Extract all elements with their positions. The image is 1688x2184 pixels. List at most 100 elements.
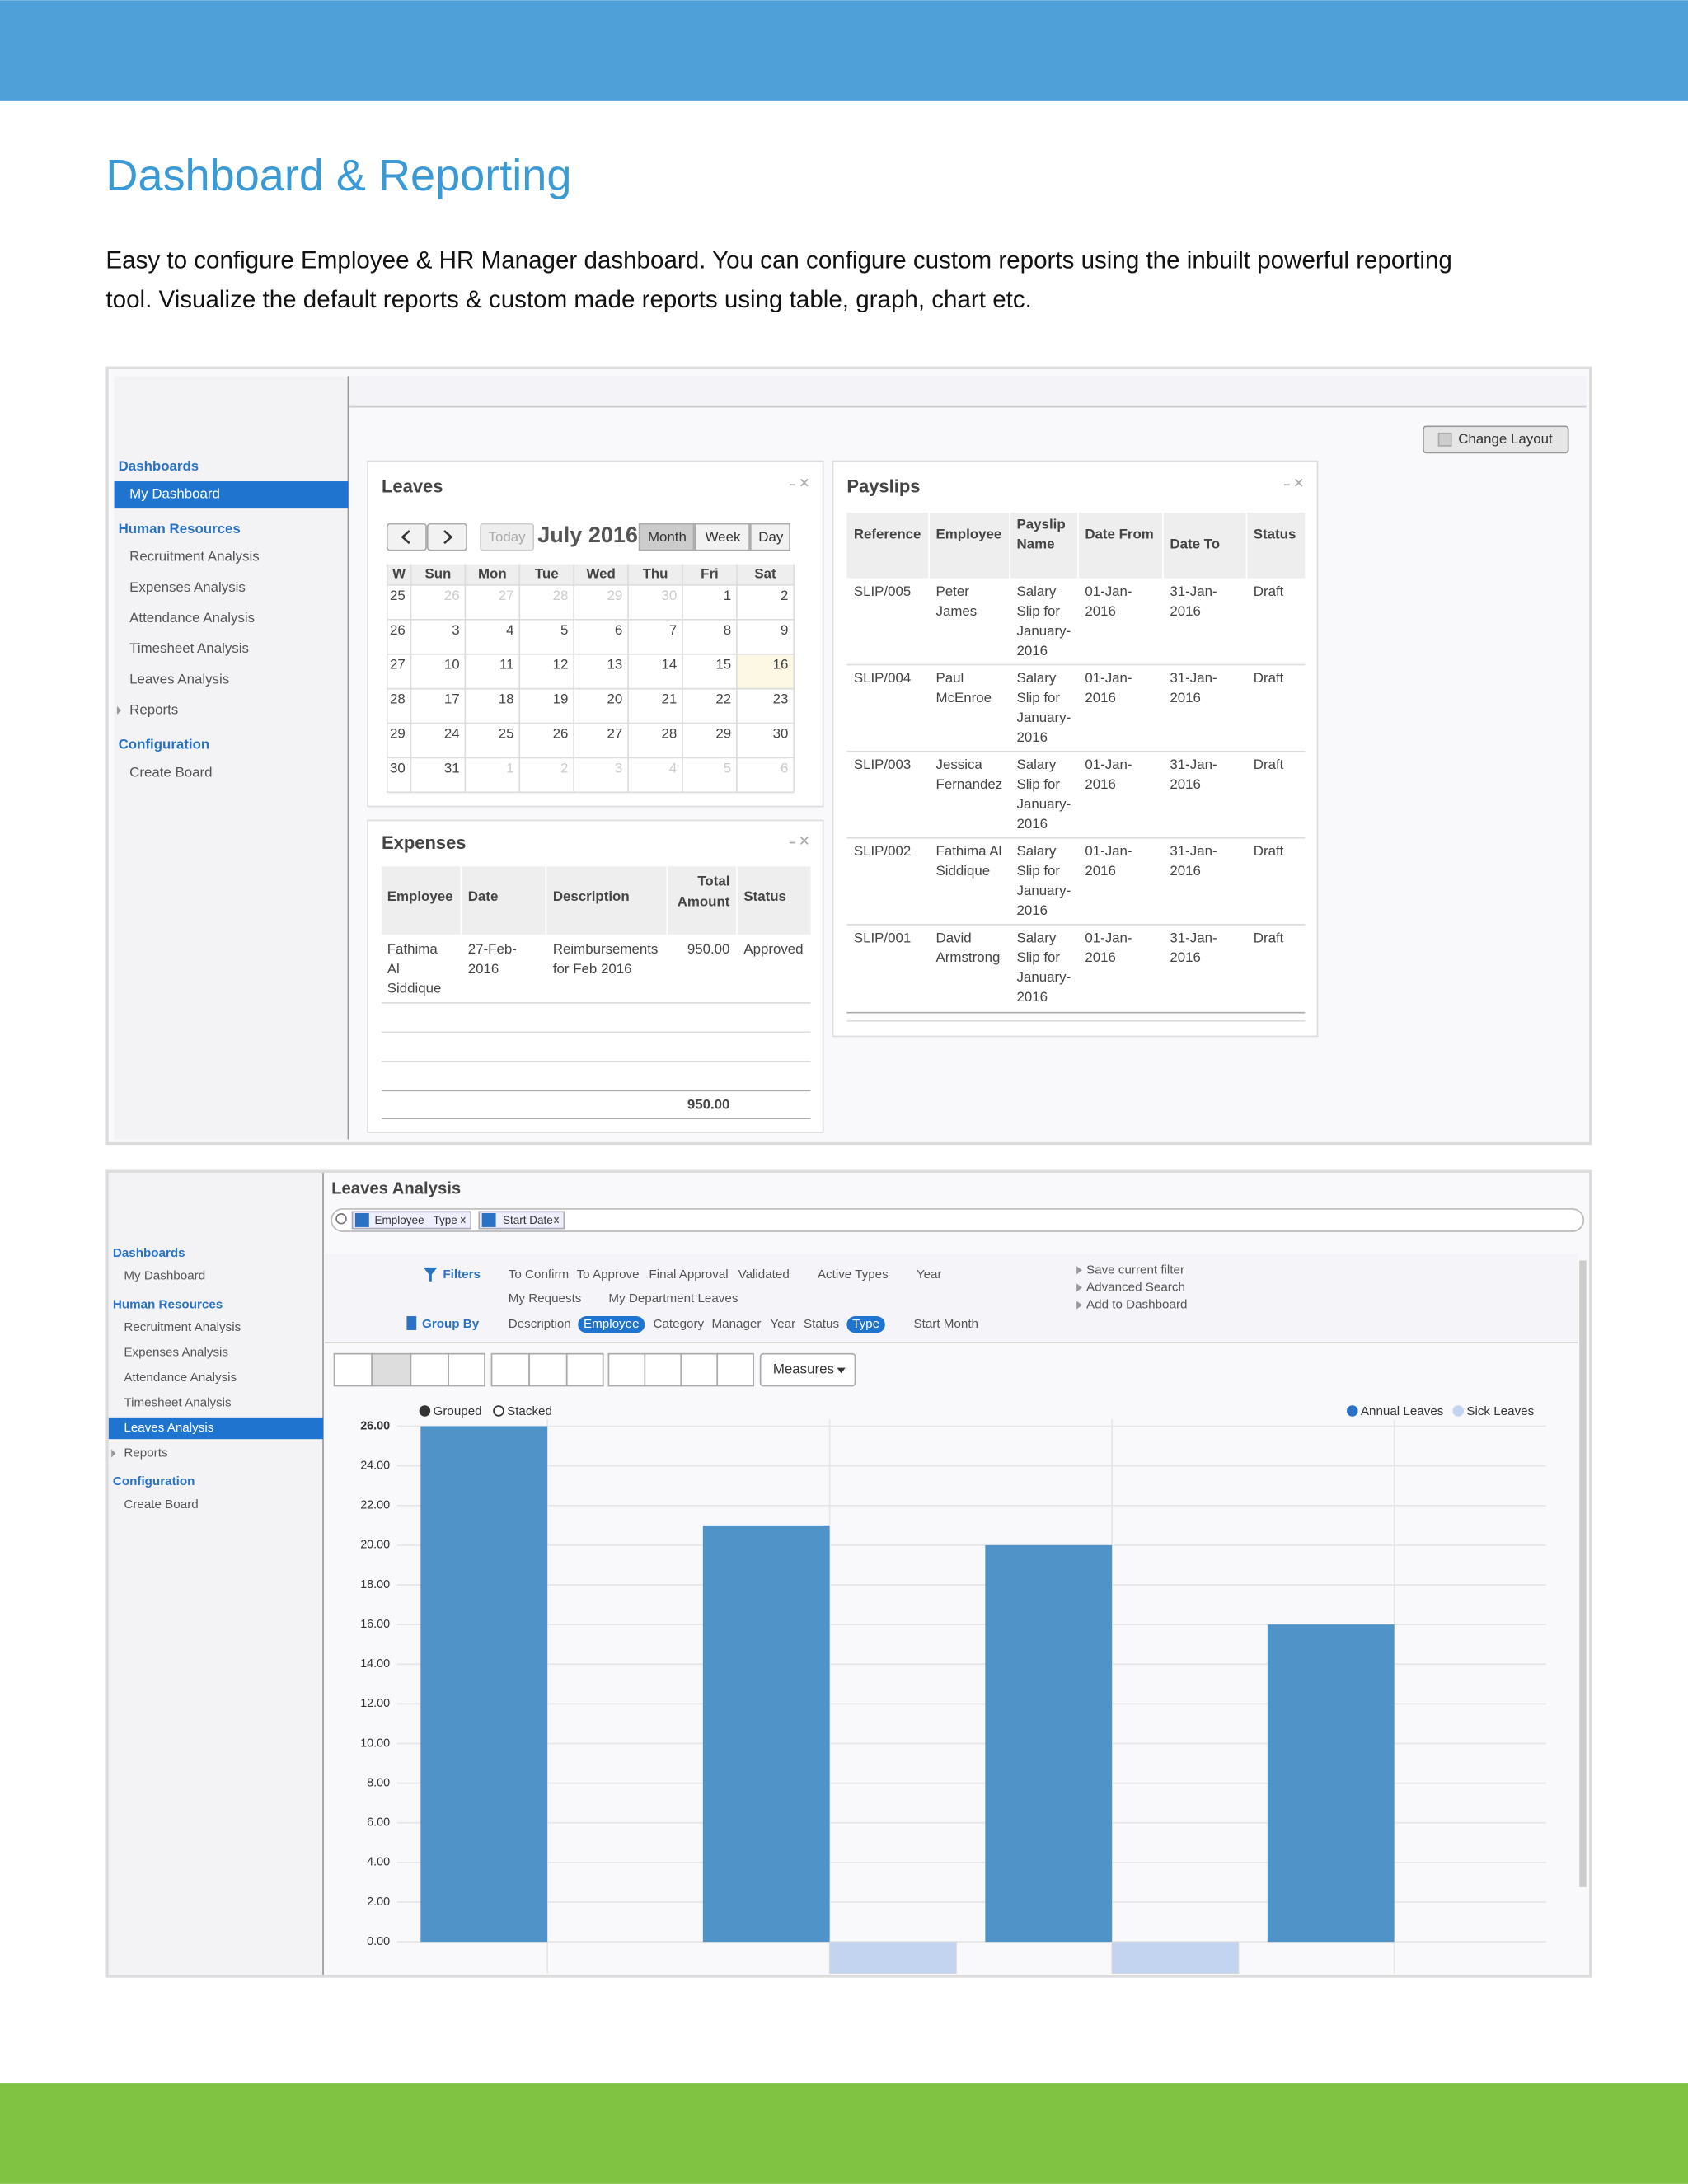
calendar-day: 16 — [773, 657, 789, 673]
bar — [1111, 1941, 1240, 1975]
weekday: Sat — [754, 566, 776, 582]
mode-radio[interactable] — [493, 1405, 504, 1417]
panel-title: Payslips — [846, 476, 920, 496]
groupby-option[interactable]: Year — [770, 1317, 795, 1331]
column-header: Payslip — [1017, 517, 1066, 532]
table-cell: Slip for — [1017, 776, 1061, 792]
table-cell: David — [936, 930, 972, 945]
table-cell: January- — [1017, 710, 1071, 725]
mode-label: Grouped — [434, 1404, 482, 1418]
filter-option[interactable]: To Approve — [577, 1268, 640, 1282]
y-tick-label: 24.00 — [360, 1459, 390, 1472]
search-box[interactable] — [331, 1208, 1585, 1232]
table-cell: 27-Feb- — [468, 941, 517, 957]
sidebar-item[interactable]: Expenses Analysis — [124, 1346, 228, 1360]
groupby-option[interactable]: Status — [804, 1317, 839, 1331]
sidebar-item[interactable]: Expenses Analysis — [129, 579, 246, 595]
filter-option[interactable]: To Confirm — [509, 1268, 569, 1282]
calendar-day: 2 — [781, 588, 788, 603]
facet-remove[interactable] — [460, 1216, 560, 1224]
sidebar-item[interactable]: Recruitment Analysis — [129, 549, 260, 565]
calendar-day: 7 — [669, 622, 677, 638]
sidebar-item[interactable]: Reports — [124, 1446, 168, 1460]
weekday: Thu — [643, 566, 668, 582]
calendar-day: 6 — [615, 622, 622, 638]
filter-option[interactable]: My Requests — [509, 1291, 582, 1305]
search-option[interactable]: Advanced Search — [1086, 1280, 1185, 1294]
y-tick-label: 12.00 — [360, 1697, 390, 1710]
filter-option[interactable]: Final Approval — [649, 1268, 728, 1282]
groupby-option[interactable]: Description — [509, 1317, 571, 1331]
table-cell: 2016 — [1085, 690, 1116, 705]
view-button[interactable] — [638, 523, 695, 551]
calendar-day: 13 — [607, 657, 623, 673]
sidebar-item[interactable]: Create Board — [129, 765, 212, 780]
view-button[interactable] — [749, 523, 790, 551]
prev-button[interactable] — [386, 523, 427, 551]
change-layout-button[interactable] — [1423, 425, 1569, 454]
table-cell: SLIP/005 — [854, 583, 911, 599]
table-cell: 31-Jan- — [1170, 670, 1217, 686]
y-tick-label: 8.00 — [367, 1776, 390, 1789]
search-option[interactable]: Save current filter — [1086, 1263, 1184, 1277]
legend-label[interactable]: Annual Leaves — [1361, 1404, 1444, 1418]
view-button[interactable] — [694, 523, 750, 551]
sidebar-item[interactable]: Leaves Analysis — [124, 1421, 213, 1435]
calendar-day: 21 — [661, 691, 677, 707]
filter-option[interactable]: Validated — [738, 1268, 790, 1282]
search-icon — [335, 1213, 347, 1225]
calendar-day: 17 — [444, 691, 460, 707]
table-cell: Slip for — [1017, 863, 1061, 879]
option-arrow — [1076, 1283, 1082, 1292]
y-tick-label: 20.00 — [360, 1539, 390, 1552]
filter-option[interactable]: My Department Leaves — [608, 1291, 738, 1305]
sidebar-active — [108, 1417, 324, 1440]
y-tick-label: 26.00 — [360, 1419, 390, 1432]
table-cell: 2016 — [1017, 989, 1048, 1005]
sidebar-item[interactable]: Timesheet Analysis — [129, 640, 249, 656]
expand-arrow — [116, 705, 122, 715]
sidebar-item[interactable]: Attendance Analysis — [129, 610, 255, 626]
leaves-panel — [367, 460, 824, 808]
calendar-day: 27 — [607, 726, 623, 742]
groupby-option[interactable]: Employee — [584, 1317, 640, 1331]
groupby-option[interactable]: Start Month — [913, 1317, 978, 1331]
sidebar-item[interactable]: Reports — [129, 701, 178, 717]
calendar-day: 27 — [390, 657, 406, 673]
table-cell: SLIP/003 — [854, 757, 911, 772]
today-button[interactable] — [480, 523, 535, 551]
option-arrow — [1076, 1266, 1082, 1275]
sidebar-item[interactable]: Recruitment Analysis — [124, 1320, 241, 1334]
facet-label: Type — [434, 1214, 457, 1226]
sidebar-item[interactable]: Timesheet Analysis — [124, 1396, 232, 1410]
sidebar-item[interactable]: My Dashboard — [124, 1269, 205, 1283]
facet-chip[interactable] — [351, 1211, 471, 1230]
toolbar[interactable] — [333, 1352, 856, 1387]
table-cell: 2016 — [1170, 603, 1201, 619]
bottom-band — [0, 2083, 1688, 2184]
filter-option[interactable]: Active Types — [818, 1268, 889, 1282]
mode-radio[interactable] — [419, 1405, 431, 1417]
groupby-option[interactable]: Manager — [711, 1317, 761, 1331]
table-cell: Fathima Al — [936, 843, 1002, 859]
legend-swatch — [1347, 1405, 1358, 1417]
search-option[interactable]: Add to Dashboard — [1086, 1298, 1187, 1312]
y-tick-label: 14.00 — [360, 1657, 390, 1671]
table-cell: January- — [1017, 969, 1071, 985]
panel-controls[interactable] — [790, 478, 1303, 845]
sidebar-item[interactable]: Leaves Analysis — [129, 671, 229, 687]
facet-chip[interactable] — [478, 1211, 565, 1230]
groupby-label: Group By — [422, 1317, 480, 1331]
sidebar-item[interactable]: Create Board — [124, 1497, 198, 1511]
groupby-option[interactable]: Type — [852, 1317, 879, 1331]
sidebar-item[interactable]: Attendance Analysis — [124, 1371, 237, 1385]
weekday: Mon — [478, 566, 507, 582]
next-button[interactable] — [426, 523, 467, 551]
legend-label[interactable]: Sick Leaves — [1466, 1404, 1534, 1418]
y-tick-label: 22.00 — [360, 1499, 390, 1512]
sidebar-item[interactable]: My Dashboard — [129, 486, 220, 502]
filter-option[interactable]: Year — [917, 1268, 942, 1282]
calendar-day: 4 — [669, 760, 677, 776]
groupby-option[interactable]: Category — [654, 1317, 705, 1331]
today-label: Today — [489, 529, 527, 545]
